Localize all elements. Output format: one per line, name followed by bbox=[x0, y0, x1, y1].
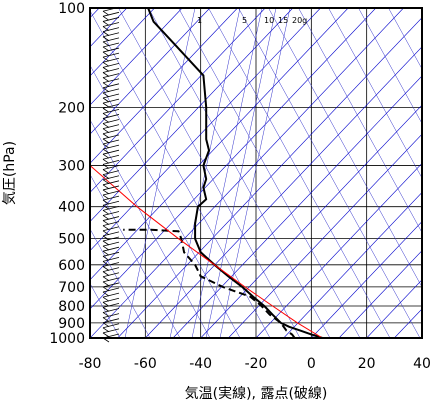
wind-barb-flag bbox=[103, 190, 109, 194]
wind-barb-flag bbox=[103, 195, 109, 199]
mixing-ratio-label: 10 bbox=[264, 16, 274, 25]
wind-barb-flag bbox=[103, 149, 109, 153]
adiabat-line bbox=[149, 8, 331, 338]
isotherm-line bbox=[0, 8, 182, 338]
wind-barb-flag bbox=[103, 272, 109, 276]
x-tick-label: -80 bbox=[79, 356, 102, 372]
y-tick-label: 100 bbox=[58, 1, 85, 17]
wind-barb-flag bbox=[103, 108, 109, 112]
wind-barb-flag bbox=[103, 16, 109, 20]
wind-barb-flag bbox=[103, 103, 109, 107]
wind-barb-flag bbox=[103, 67, 109, 71]
wind-barb-flag bbox=[103, 129, 109, 133]
grid-layer bbox=[90, 8, 422, 338]
wind-barb-flag bbox=[103, 78, 109, 82]
wind-barb-flag bbox=[103, 282, 109, 286]
wind-barb-flag bbox=[103, 118, 109, 122]
adiabat-line bbox=[389, 8, 431, 338]
wind-barb-flag bbox=[103, 297, 109, 301]
y-tick-label: 300 bbox=[58, 158, 85, 174]
wind-barb-flag bbox=[103, 164, 109, 168]
wind-barb-flag bbox=[103, 72, 109, 76]
wind-barb-flag bbox=[103, 226, 109, 230]
wind-barb-flag bbox=[103, 287, 109, 291]
y-tick-label: 500 bbox=[58, 232, 85, 248]
adiabat-line bbox=[299, 8, 431, 338]
wind-barb-flag bbox=[103, 47, 109, 51]
adiabat-line bbox=[269, 8, 431, 338]
wind-barbs bbox=[103, 7, 119, 342]
wind-barb-flag bbox=[103, 328, 109, 332]
adiabat-line bbox=[209, 8, 391, 338]
wind-barb-flag bbox=[103, 256, 109, 260]
wind-barb-flag bbox=[103, 312, 109, 316]
adiabat-line bbox=[359, 8, 431, 338]
wind-barb-flag bbox=[103, 52, 109, 56]
x-tick-label: -20 bbox=[245, 356, 268, 372]
x-tick-label: 20 bbox=[358, 356, 376, 372]
wind-barb-flag bbox=[103, 210, 109, 214]
wind-barb-flag bbox=[103, 159, 109, 163]
wind-barb-flag bbox=[103, 246, 109, 250]
y-tick-label: 200 bbox=[58, 100, 85, 116]
temperature-line bbox=[148, 8, 322, 338]
y-tick-label: 700 bbox=[58, 280, 85, 296]
y-tick-label: 1000 bbox=[49, 331, 85, 347]
wind-barb-flag bbox=[103, 83, 109, 87]
mixing-ratio-label: 20g bbox=[292, 16, 307, 25]
wind-barb-flag bbox=[103, 134, 109, 138]
mixing-ratio-line bbox=[192, 8, 262, 338]
isotherm-line bbox=[7, 8, 321, 338]
x-tick-label: -60 bbox=[134, 356, 157, 372]
wind-barb-flag bbox=[103, 267, 109, 271]
isotherm-line bbox=[201, 8, 431, 338]
mixing-ratio-label: 15 bbox=[278, 16, 288, 25]
isotherm-line bbox=[118, 8, 431, 338]
x-tick-label: 40 bbox=[413, 356, 431, 372]
parcel-line bbox=[90, 166, 322, 339]
series-layer bbox=[90, 8, 322, 338]
isotherm-line bbox=[422, 8, 431, 338]
wind-barb-flag bbox=[103, 21, 109, 25]
mixing-ratio-line bbox=[206, 8, 276, 338]
wind-barb-flag bbox=[103, 236, 109, 240]
mixing-ratio-line bbox=[220, 8, 290, 338]
isotherm-line bbox=[0, 8, 265, 338]
adiabat-line bbox=[29, 8, 211, 338]
wind-barb-flag bbox=[103, 154, 109, 158]
x-tick-label: 0 bbox=[307, 356, 316, 372]
wind-barb-flag bbox=[103, 241, 109, 245]
wind-barb-flag bbox=[103, 170, 109, 174]
isotherm-line bbox=[0, 8, 293, 338]
wind-barb-flag bbox=[103, 93, 109, 97]
y-tick-label: 900 bbox=[58, 316, 85, 332]
y-tick-label: 600 bbox=[58, 258, 85, 274]
wind-barb-flag bbox=[103, 277, 109, 281]
y-tick-label: 800 bbox=[58, 299, 85, 315]
x-axis-label: 気温(実線), 露点(破線) bbox=[185, 386, 328, 402]
wind-barb-flag bbox=[103, 215, 109, 219]
y-tick-label: 400 bbox=[58, 200, 85, 216]
wind-barb-flag bbox=[103, 139, 109, 143]
wind-barb-flag bbox=[103, 185, 109, 189]
wind-barb-flag bbox=[103, 32, 109, 36]
isotherm-line bbox=[256, 8, 431, 338]
mixing-ratio-label: 5 bbox=[242, 16, 247, 25]
adiabat-line bbox=[59, 8, 241, 338]
wind-barb-flag bbox=[103, 57, 109, 61]
wind-barb-flag bbox=[103, 11, 109, 15]
dewpoint-line bbox=[123, 230, 295, 338]
x-tick-label: -40 bbox=[189, 356, 212, 372]
y-axis-label: 気圧(hPa) bbox=[2, 141, 18, 205]
wind-barb-flag bbox=[103, 62, 109, 66]
mixing-ratio-label: 1 bbox=[197, 16, 202, 25]
wind-barb-flag bbox=[103, 307, 109, 311]
wind-barb-flag bbox=[103, 124, 109, 128]
wind-barb-flag bbox=[103, 221, 109, 225]
wind-barb-flag bbox=[103, 333, 109, 337]
